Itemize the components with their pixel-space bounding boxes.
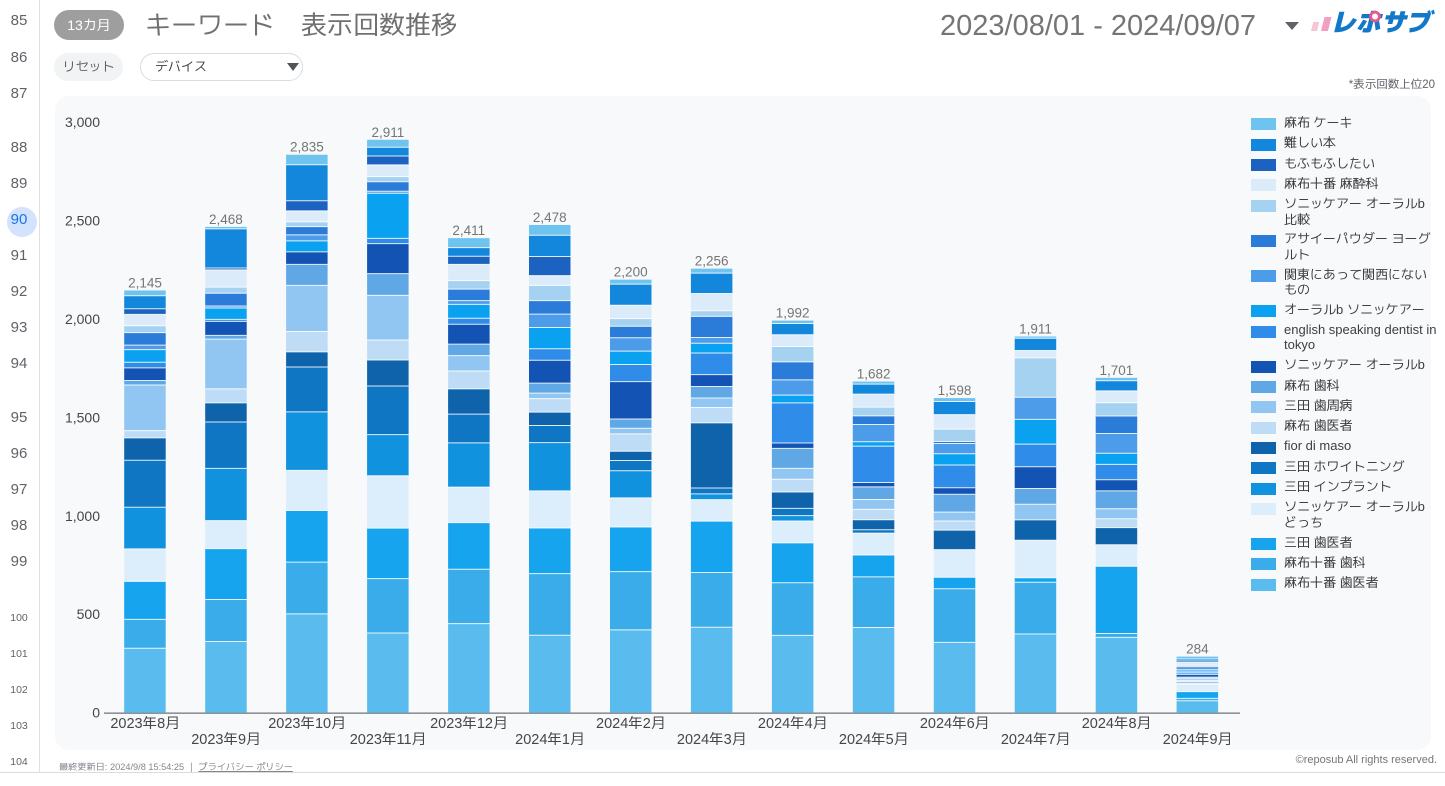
svg-text:2,411: 2,411 [452, 223, 485, 238]
svg-text:2,145: 2,145 [128, 276, 162, 291]
svg-text:2023年10月: 2023年10月 [268, 716, 345, 732]
svg-text:2024年8月: 2024年8月 [1082, 716, 1151, 732]
svg-text:2,000: 2,000 [65, 311, 100, 327]
svg-text:2,468: 2,468 [209, 212, 243, 227]
svg-text:0: 0 [92, 705, 100, 721]
svg-text:2,911: 2,911 [372, 125, 405, 140]
svg-text:1,992: 1,992 [776, 306, 810, 321]
svg-text:2024年4月: 2024年4月 [758, 716, 827, 732]
svg-text:2024年7月: 2024年7月 [1001, 732, 1070, 748]
svg-text:1,701: 1,701 [1100, 363, 1134, 378]
svg-text:2024年9月: 2024年9月 [1163, 732, 1232, 748]
svg-text:2,835: 2,835 [290, 140, 324, 155]
svg-text:1,500: 1,500 [65, 409, 100, 425]
svg-text:2023年8月: 2023年8月 [110, 716, 179, 732]
svg-text:2024年3月: 2024年3月 [677, 732, 746, 748]
svg-text:2024年6月: 2024年6月 [920, 716, 989, 732]
svg-text:レホサブ: レホサブ [1329, 5, 1438, 39]
svg-text:2023年9月: 2023年9月 [191, 732, 260, 748]
svg-text:2,200: 2,200 [614, 265, 648, 280]
svg-text:1,598: 1,598 [938, 383, 972, 398]
svg-text:2023年11月: 2023年11月 [350, 732, 426, 748]
svg-text:2024年1月: 2024年1月 [515, 732, 584, 748]
svg-text:1,911: 1,911 [1019, 322, 1052, 337]
svg-text:3,000: 3,000 [65, 114, 100, 130]
svg-text:1,000: 1,000 [65, 508, 100, 524]
svg-text:2023年12月: 2023年12月 [430, 716, 507, 732]
svg-text:2024年5月: 2024年5月 [839, 732, 908, 748]
svg-text:284: 284 [1186, 642, 1209, 657]
svg-text:1,682: 1,682 [857, 367, 891, 382]
svg-text:2,500: 2,500 [65, 213, 100, 229]
svg-text:500: 500 [77, 606, 101, 622]
svg-text:2,478: 2,478 [533, 210, 567, 225]
svg-text:2,256: 2,256 [695, 254, 729, 269]
svg-text:2024年2月: 2024年2月 [596, 716, 665, 732]
